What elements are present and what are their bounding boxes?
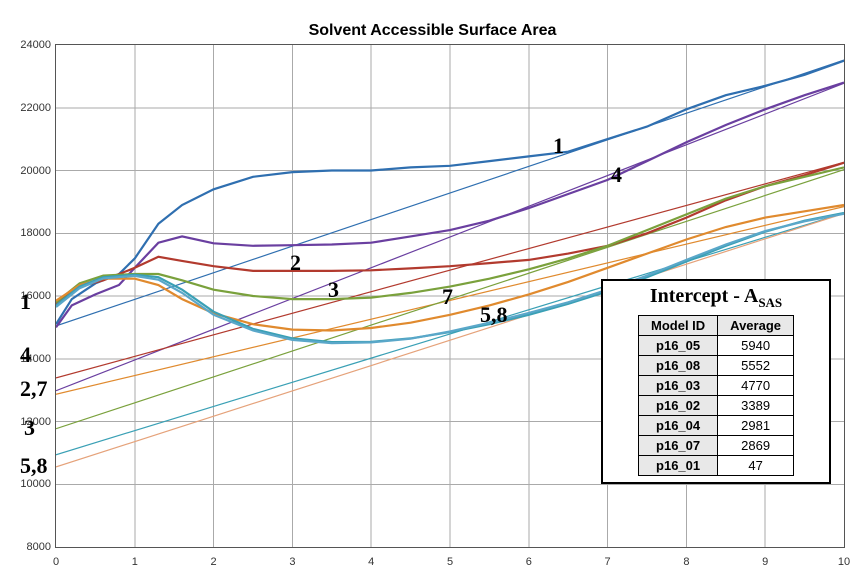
- legend-row-model: p16_03: [639, 376, 718, 396]
- legend-row-avg: 5940: [718, 336, 794, 356]
- x-tick-label: 2: [211, 556, 217, 568]
- legend-row: p16_055940: [639, 336, 794, 356]
- legend-table: Model ID Average p16_055940p16_085552p16…: [638, 315, 794, 476]
- y-tick-label: 16000: [20, 290, 51, 302]
- legend-row-model: p16_08: [639, 356, 718, 376]
- legend-row: p16_023389: [639, 396, 794, 416]
- legend-row-avg: 2981: [718, 416, 794, 436]
- y-tick-label: 12000: [20, 416, 51, 428]
- legend-title: Intercept - ASAS: [603, 285, 829, 311]
- legend-title-prefix: Intercept - A: [650, 285, 759, 307]
- legend-row-model: p16_04: [639, 416, 718, 436]
- legend-row: p16_085552: [639, 356, 794, 376]
- legend-row-avg: 3389: [718, 396, 794, 416]
- x-tick-label: 0: [53, 556, 59, 568]
- y-tick-label: 24000: [20, 39, 51, 51]
- x-tick-label: 9: [762, 556, 768, 568]
- x-tick-label: 5: [447, 556, 453, 568]
- legend-title-suffix: SAS: [758, 295, 782, 310]
- y-tick-label: 14000: [20, 353, 51, 365]
- x-tick-label: 3: [289, 556, 295, 568]
- legend-row-model: p16_01: [639, 456, 718, 476]
- legend-row-avg: 47: [718, 456, 794, 476]
- x-tick-label: 10: [838, 556, 850, 568]
- x-tick-label: 4: [368, 556, 374, 568]
- legend-row: p16_072869: [639, 436, 794, 456]
- x-tick-label: 6: [526, 556, 532, 568]
- legend-th-model: Model ID: [639, 316, 718, 336]
- legend-row-model: p16_07: [639, 436, 718, 456]
- annotation-label: 2,7: [20, 376, 48, 402]
- x-tick-label: 1: [132, 556, 138, 568]
- chart-container: Solvent Accessible Surface Area 8000 1000…: [0, 0, 865, 580]
- legend-row-avg: 4770: [718, 376, 794, 396]
- annotation-label: 5,8: [20, 453, 48, 479]
- legend-row-model: p16_05: [639, 336, 718, 356]
- legend-row: p16_042981: [639, 416, 794, 436]
- legend-box: Intercept - ASAS Model ID Average p16_05…: [601, 279, 831, 484]
- legend-row: p16_034770: [639, 376, 794, 396]
- y-tick-label: 22000: [20, 102, 51, 114]
- chart-title: Solvent Accessible Surface Area: [0, 22, 865, 40]
- y-tick-label: 20000: [20, 165, 51, 177]
- x-tick-label: 7: [605, 556, 611, 568]
- x-tick-label: 8: [683, 556, 689, 568]
- y-tick-label: 10000: [20, 478, 51, 490]
- y-tick-label: 8000: [27, 541, 51, 553]
- y-tick-label: 18000: [20, 227, 51, 239]
- legend-row-avg: 5552: [718, 356, 794, 376]
- legend-row: p16_0147: [639, 456, 794, 476]
- legend-th-avg: Average: [718, 316, 794, 336]
- legend-row-model: p16_02: [639, 396, 718, 416]
- legend-row-avg: 2869: [718, 436, 794, 456]
